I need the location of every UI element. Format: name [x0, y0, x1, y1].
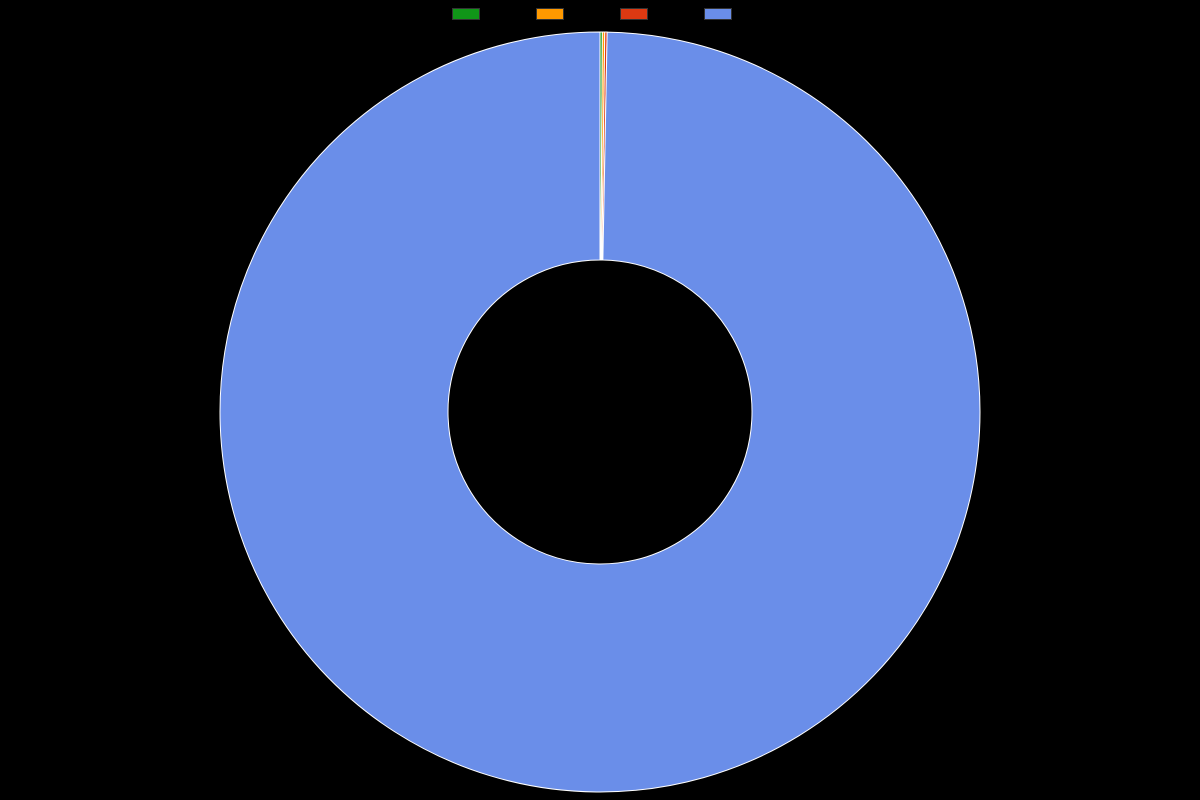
legend-item-2[interactable] — [620, 8, 664, 20]
legend-swatch-2 — [620, 8, 648, 20]
legend-swatch-1 — [536, 8, 564, 20]
donut-slice-3[interactable] — [220, 32, 980, 792]
legend-item-0[interactable] — [452, 8, 496, 20]
legend-item-3[interactable] — [704, 8, 748, 20]
legend-item-1[interactable] — [536, 8, 580, 20]
legend-swatch-0 — [452, 8, 480, 20]
legend-swatch-3 — [704, 8, 732, 20]
donut-chart-container — [0, 25, 1200, 800]
donut-chart — [0, 25, 1200, 800]
chart-legend — [452, 8, 748, 20]
